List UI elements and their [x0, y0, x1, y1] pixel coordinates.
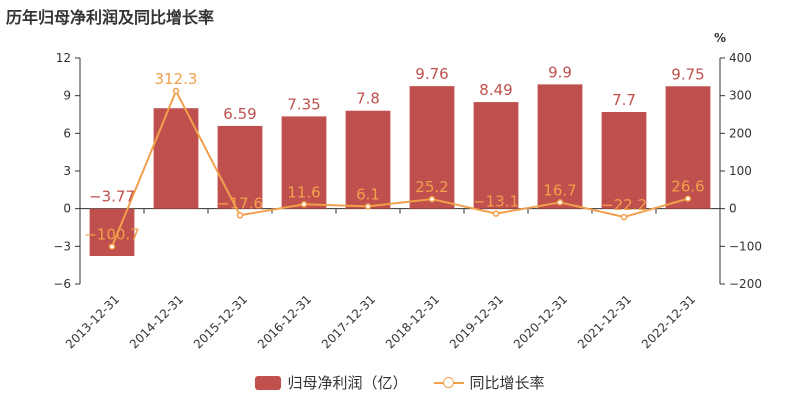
bar-2019-12-31	[473, 102, 519, 209]
x-tick-label: 2021-12-31	[575, 292, 634, 351]
bar-value-label: 7.35	[287, 95, 320, 113]
growth-rate-point	[172, 87, 180, 95]
y-left-tick-label: 9	[63, 89, 71, 103]
x-tick-label: 2022-12-31	[639, 292, 698, 351]
legend-line-swatch	[433, 376, 464, 390]
y-left-tick-label: 12	[56, 51, 71, 65]
bar-value-label: −3.77	[89, 188, 135, 206]
legend-label-growth: 同比增长率	[469, 374, 545, 392]
bar-value-label: 6.59	[223, 105, 256, 123]
growth-rate-label: −100.7	[84, 226, 140, 244]
y-right-tick-label: 0	[729, 202, 737, 216]
growth-rate-label: 16.7	[543, 181, 576, 199]
y-right-tick-label: 100	[729, 164, 752, 178]
growth-rate-point	[492, 210, 500, 217]
bar-value-label: 9.75	[671, 65, 704, 83]
bar-value-label: 8.49	[479, 81, 512, 99]
chart-legend: 归母净利润（亿） 同比增长率	[0, 372, 800, 393]
growth-rate-label: 11.6	[287, 183, 320, 201]
chart-title: 历年归母净利润及同比增长率	[6, 8, 215, 27]
growth-rate-point	[300, 201, 308, 208]
y-right-tick-label: −100	[729, 239, 762, 253]
y-right-tick-label: −200	[729, 277, 762, 291]
y-left-tick-label: 6	[63, 126, 71, 140]
bar-2018-12-31	[409, 86, 455, 209]
x-tick-label: 2018-12-31	[383, 292, 442, 351]
y-right-unit-label: %	[714, 31, 726, 45]
growth-rate-label: 312.3	[155, 70, 198, 88]
y-left-tick-label: −3	[53, 239, 71, 253]
legend-label-profit: 归母净利润（亿）	[287, 374, 408, 392]
growth-rate-point	[236, 212, 244, 219]
x-tick-label: 2020-12-31	[511, 292, 570, 351]
bar-value-label: 7.7	[612, 91, 636, 109]
bar-2022-12-31	[665, 86, 711, 209]
growth-rate-label: −13.1	[473, 193, 519, 211]
x-tick-label: 2016-12-31	[255, 292, 314, 351]
growth-rate-point	[364, 203, 372, 210]
y-right-tick-label: 200	[729, 126, 752, 140]
x-tick-label: 2014-12-31	[127, 292, 186, 351]
growth-rate-point	[428, 195, 436, 203]
bar-2016-12-31	[281, 116, 327, 209]
growth-rate-point	[556, 199, 564, 206]
legend-bar-swatch	[255, 375, 282, 390]
growth-rate-label: 26.6	[671, 178, 704, 196]
growth-rate-line	[111, 88, 689, 247]
x-tick-label: 2017-12-31	[319, 292, 378, 351]
x-tick-label: 2019-12-31	[447, 292, 506, 351]
legend-item-profit[interactable]: 归母净利润（亿）	[255, 372, 408, 393]
bar-value-label: 7.8	[356, 90, 380, 108]
growth-rate-label: −17.6	[217, 194, 263, 212]
y-left-tick-label: −6	[53, 277, 71, 291]
bar-value-label: 9.9	[548, 63, 572, 81]
bar-2021-12-31	[601, 111, 647, 209]
y-left-tick-label: 0	[63, 202, 71, 216]
y-right-tick-label: 400	[729, 51, 752, 65]
y-right-tick-label: 300	[729, 89, 752, 103]
bar-value-label: 9.76	[415, 65, 448, 83]
growth-rate-label: 25.2	[415, 178, 448, 196]
x-tick-label: 2015-12-31	[191, 292, 250, 351]
bar-2015-12-31	[217, 125, 263, 209]
bar-2017-12-31	[345, 110, 391, 209]
chart-plot: −6 −3 0 3 6 9 12 −200 −100 0 100 200 300 400% 2013-12-…	[53, 31, 762, 351]
y-left-tick-label: 3	[63, 164, 71, 178]
bar-2020-12-31	[537, 84, 583, 209]
growth-rate-label: 6.1	[356, 185, 380, 203]
x-tick-label: 2013-12-31	[63, 292, 122, 351]
growth-rate-point	[620, 213, 628, 221]
growth-rate-point	[108, 243, 116, 250]
growth-rate-point	[684, 195, 692, 202]
legend-item-growth[interactable]: 同比增长率	[433, 372, 545, 393]
growth-rate-label: −22.2	[601, 196, 647, 214]
